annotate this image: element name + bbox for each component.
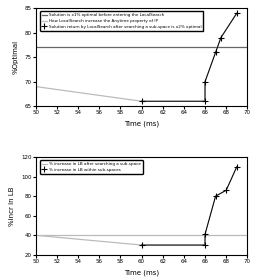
- How LocalSearch increase the Anytime property of IP: [34, 85, 37, 88]
- % increase in LB within sub-spaces: [203, 243, 206, 247]
- Solution return by LocalSearch after searching a sub-space is x2% optimal: [213, 51, 216, 54]
- Solution return by LocalSearch after searching a sub-space is x2% optimal: [203, 80, 206, 83]
- How LocalSearch increase the Anytime property of IP: [203, 80, 206, 83]
- Legend: Solution is x1% optimal before entering the LocalSearch, How LocalSearch increas: Solution is x1% optimal before entering …: [40, 11, 202, 31]
- Solution return by LocalSearch after searching a sub-space is x2% optimal: [139, 100, 142, 103]
- Solution return by LocalSearch after searching a sub-space is x2% optimal: [203, 100, 206, 103]
- How LocalSearch increase the Anytime property of IP: [139, 100, 142, 103]
- X-axis label: Time (ms): Time (ms): [123, 121, 158, 127]
- How LocalSearch increase the Anytime property of IP: [218, 36, 221, 39]
- Line: Solution return by LocalSearch after searching a sub-space is x2% optimal: Solution return by LocalSearch after sea…: [138, 11, 239, 104]
- % increase in LB within sub-spaces: [224, 189, 227, 192]
- % increase in LB within sub-spaces: [139, 243, 142, 247]
- Y-axis label: %Optimal: %Optimal: [13, 40, 19, 74]
- % increase in LB within sub-spaces: [213, 194, 216, 198]
- Y-axis label: %incr in LB: %incr in LB: [9, 186, 15, 226]
- Legend: % increase in LB after searching a sub-space, % increase in LB within sub-spaces: % increase in LB after searching a sub-s…: [40, 160, 142, 174]
- How LocalSearch increase the Anytime property of IP: [213, 51, 216, 54]
- Solution return by LocalSearch after searching a sub-space is x2% optimal: [234, 12, 237, 15]
- % increase in LB within sub-spaces: [203, 233, 206, 236]
- How LocalSearch increase the Anytime property of IP: [203, 100, 206, 103]
- % increase in LB within sub-spaces: [234, 165, 237, 168]
- Line: How LocalSearch increase the Anytime property of IP: How LocalSearch increase the Anytime pro…: [36, 13, 236, 101]
- How LocalSearch increase the Anytime property of IP: [234, 12, 237, 15]
- X-axis label: Time (ms): Time (ms): [123, 270, 158, 276]
- Line: % increase in LB within sub-spaces: % increase in LB within sub-spaces: [138, 164, 239, 248]
- Solution return by LocalSearch after searching a sub-space is x2% optimal: [218, 36, 221, 39]
